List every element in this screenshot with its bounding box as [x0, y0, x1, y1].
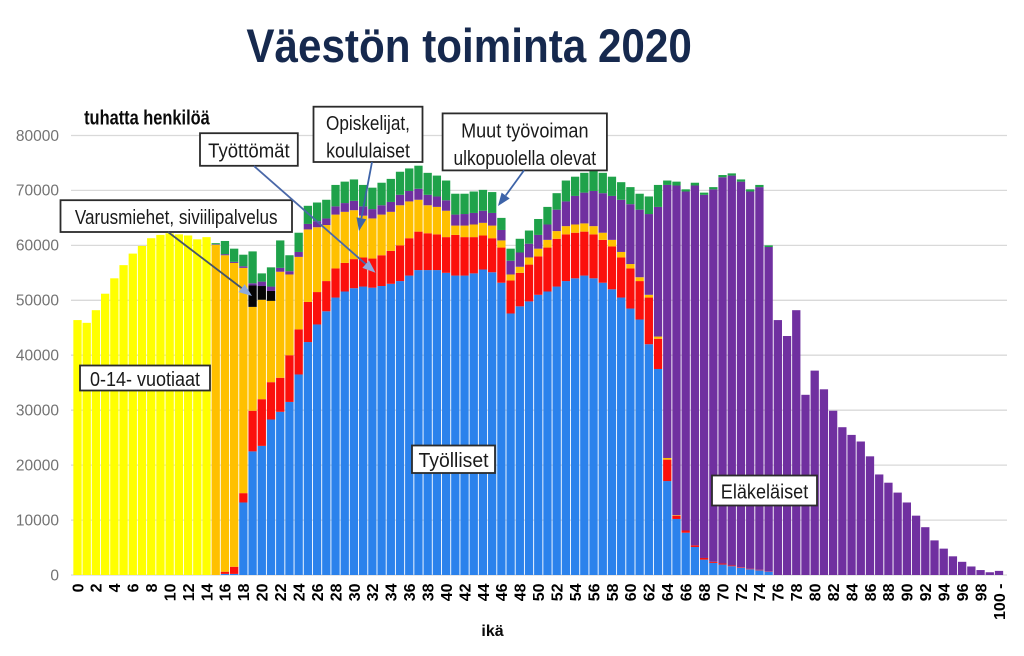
svg-text:16: 16 — [218, 583, 235, 601]
svg-text:30: 30 — [347, 583, 364, 601]
svg-text:22: 22 — [273, 583, 290, 601]
svg-text:66: 66 — [678, 583, 695, 601]
svg-text:Varusmiehet, siviilipalvelus: Varusmiehet, siviilipalvelus — [75, 207, 278, 229]
svg-text:14: 14 — [199, 583, 216, 601]
svg-text:38: 38 — [420, 583, 437, 601]
svg-text:44: 44 — [476, 583, 493, 601]
svg-text:90: 90 — [900, 583, 917, 601]
svg-text:82: 82 — [826, 583, 843, 601]
svg-text:tuhatta henkilöä: tuhatta henkilöä — [84, 108, 210, 130]
svg-text:98: 98 — [973, 583, 990, 601]
svg-text:40: 40 — [439, 583, 456, 601]
svg-text:56: 56 — [586, 583, 603, 601]
svg-text:48: 48 — [513, 583, 530, 601]
svg-text:Eläkeläiset: Eläkeläiset — [721, 482, 809, 504]
svg-text:42: 42 — [457, 583, 474, 601]
svg-text:70: 70 — [715, 583, 732, 601]
svg-text:96: 96 — [955, 583, 972, 601]
svg-text:20000: 20000 — [16, 457, 59, 474]
svg-text:32: 32 — [365, 583, 382, 601]
svg-text:92: 92 — [918, 583, 935, 601]
svg-text:24: 24 — [291, 583, 308, 601]
svg-text:40000: 40000 — [16, 348, 59, 365]
svg-text:94: 94 — [937, 583, 954, 601]
svg-text:64: 64 — [660, 583, 677, 601]
svg-text:60000: 60000 — [16, 238, 59, 255]
svg-text:18: 18 — [236, 583, 253, 601]
svg-text:Muut työvoiman: Muut työvoiman — [461, 121, 588, 143]
svg-text:62: 62 — [642, 583, 659, 601]
svg-text:60: 60 — [623, 583, 640, 601]
svg-text:50000: 50000 — [16, 293, 59, 310]
svg-text:72: 72 — [734, 583, 751, 601]
svg-text:86: 86 — [863, 583, 880, 601]
svg-text:100 -: 100 - — [992, 584, 1009, 620]
svg-text:10: 10 — [162, 583, 179, 601]
svg-text:52: 52 — [549, 583, 566, 601]
svg-text:68: 68 — [697, 583, 714, 601]
svg-text:76: 76 — [771, 583, 788, 601]
svg-text:2: 2 — [89, 583, 106, 592]
svg-text:Väestön toiminta 2020: Väestön toiminta 2020 — [246, 19, 691, 72]
svg-text:Opiskelijat,: Opiskelijat, — [326, 113, 410, 135]
svg-text:80000: 80000 — [16, 128, 59, 145]
svg-text:50: 50 — [531, 583, 548, 601]
svg-text:12: 12 — [181, 583, 198, 601]
svg-text:0: 0 — [70, 583, 87, 592]
svg-text:74: 74 — [752, 583, 769, 601]
svg-text:36: 36 — [402, 583, 419, 601]
svg-text:58: 58 — [605, 583, 622, 601]
svg-text:0-14- vuotiaat: 0-14- vuotiaat — [90, 369, 200, 391]
svg-text:Työlliset: Työlliset — [419, 450, 489, 472]
svg-text:10000: 10000 — [16, 512, 59, 529]
svg-text:88: 88 — [881, 583, 898, 601]
svg-text:54: 54 — [568, 583, 585, 601]
svg-text:Työttömät: Työttömät — [208, 141, 290, 163]
svg-text:20: 20 — [255, 583, 272, 601]
svg-text:6: 6 — [126, 583, 143, 592]
svg-text:ikä: ikä — [481, 623, 503, 640]
svg-text:70000: 70000 — [16, 183, 59, 200]
svg-text:0: 0 — [50, 567, 59, 584]
svg-text:ulkopuolella olevat: ulkopuolella olevat — [454, 148, 597, 170]
svg-text:4: 4 — [107, 583, 124, 592]
svg-text:78: 78 — [789, 583, 806, 601]
svg-text:80: 80 — [808, 583, 825, 601]
svg-text:26: 26 — [310, 583, 327, 601]
svg-text:46: 46 — [494, 583, 511, 601]
svg-text:8: 8 — [144, 583, 161, 592]
svg-text:koululaiset: koululaiset — [326, 141, 410, 163]
svg-text:84: 84 — [844, 583, 861, 601]
svg-text:34: 34 — [384, 583, 401, 601]
svg-text:30000: 30000 — [16, 403, 59, 420]
svg-text:28: 28 — [328, 583, 345, 601]
